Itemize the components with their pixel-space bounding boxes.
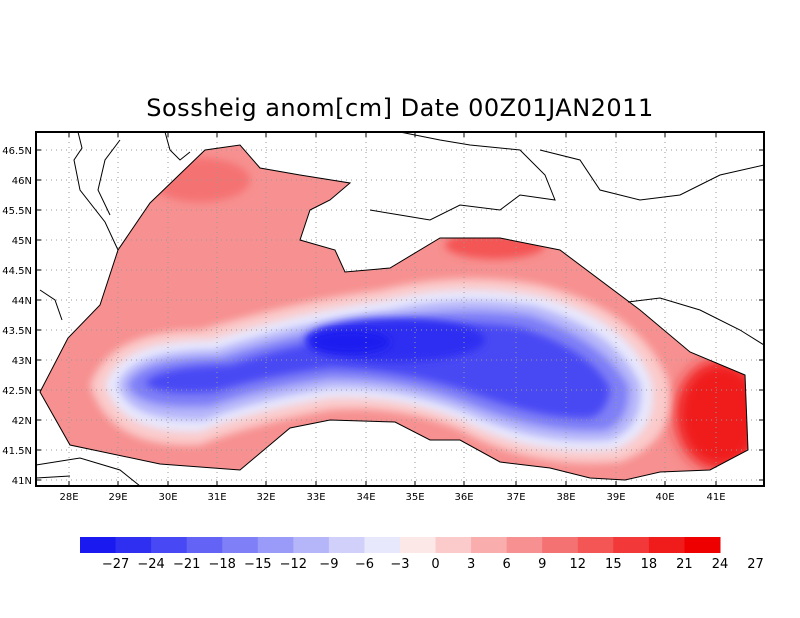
colorbar-label: 9: [538, 557, 546, 572]
colorbar-swatch: [151, 537, 188, 553]
colorbar-swatch: [364, 537, 401, 553]
colorbar-label: −27: [102, 557, 129, 572]
y-tick-label: 42.5N: [2, 386, 32, 397]
y-tick-label: 46.5N: [2, 146, 32, 157]
colorbar-swatch: [257, 537, 294, 553]
y-tick-label: 45.5N: [2, 206, 32, 217]
colorbar: −27 −24 −21 −18 −15 −12 −9 −6 −3 0 3 6 9 12 15 18 21 24 27: [80, 537, 764, 572]
y-tick-label: 44N: [12, 296, 32, 307]
x-tick-label: 33E: [306, 492, 325, 503]
colorbar-swatch: [293, 537, 330, 553]
y-tick-label: 42N: [12, 416, 32, 427]
colorbar-swatch: [648, 537, 685, 553]
colorbar-swatch: [613, 537, 650, 553]
x-tick-label: 34E: [356, 492, 375, 503]
colorbar-label: −12: [280, 557, 307, 572]
colorbar-label: 15: [605, 557, 622, 572]
colorbar-swatch: [506, 537, 543, 553]
colorbar-swatch: [80, 537, 117, 553]
map-grid: [36, 132, 764, 486]
y-tick-label: 41.5N: [2, 446, 32, 457]
colorbar-swatch: [542, 537, 579, 553]
y-tick-label: 43.5N: [2, 326, 32, 337]
x-tick-label: 35E: [405, 492, 424, 503]
x-tick-label: 29E: [108, 492, 127, 503]
coastline: [36, 132, 764, 486]
y-tick-label: 41N: [12, 476, 32, 487]
colorbar-label: 27: [747, 557, 764, 572]
map-title: Sossheig anom[cm] Date 00Z01JAN2011: [146, 94, 654, 122]
y-tick-label: 46N: [12, 176, 32, 187]
colorbar-label: 6: [503, 557, 511, 572]
colorbar-swatch: [222, 537, 259, 553]
colorbar-label: −21: [173, 557, 200, 572]
colorbar-label: −24: [137, 557, 164, 572]
colorbar-label: −6: [355, 557, 374, 572]
colorbar-label: 21: [676, 557, 693, 572]
colorbar-label: 3: [467, 557, 475, 572]
colorbar-swatch: [400, 537, 437, 553]
x-tick-label: 41E: [706, 492, 725, 503]
x-tick-label: 37E: [506, 492, 525, 503]
colorbar-swatch: [435, 537, 472, 553]
x-tick-label: 32E: [256, 492, 275, 503]
x-tick-label: 28E: [59, 492, 78, 503]
colorbar-label: −15: [244, 557, 271, 572]
x-tick-label: 39E: [606, 492, 625, 503]
colorbar-swatch: [577, 537, 614, 553]
colorbar-label: −18: [209, 557, 236, 572]
colorbar-swatch: [186, 537, 223, 553]
colorbar-label: 0: [431, 557, 439, 572]
x-tick-label: 36E: [454, 492, 473, 503]
colorbar-swatch: [471, 537, 508, 553]
colorbar-swatch: [684, 537, 721, 553]
colorbar-label: 12: [570, 557, 587, 572]
x-tick-label: 38E: [556, 492, 575, 503]
x-tick-label: 40E: [655, 492, 674, 503]
colorbar-label: 18: [641, 557, 658, 572]
y-tick-label: 44.5N: [2, 266, 32, 277]
y-tick-label: 45N: [12, 236, 32, 247]
map-frame: [35, 131, 765, 487]
colorbar-swatch: [328, 537, 365, 553]
sea-anomaly-field: [40, 145, 748, 480]
y-tick-label: 43N: [12, 356, 32, 367]
y-axis: 46.5N 46N 45.5N 45N 44.5N 44N 43.5N 43N 42.5N 42N…: [2, 146, 764, 487]
colorbar-label: −9: [319, 557, 338, 572]
x-axis: 28E 29E 30E 31E 32E 33E 34E 35E 36E 37E 38E 39E 40E 4…: [59, 132, 726, 503]
colorbar-swatch: [115, 537, 152, 553]
x-tick-label: 30E: [158, 492, 177, 503]
colorbar-label: 24: [712, 557, 729, 572]
colorbar-label: −3: [390, 557, 409, 572]
x-tick-label: 31E: [207, 492, 226, 503]
